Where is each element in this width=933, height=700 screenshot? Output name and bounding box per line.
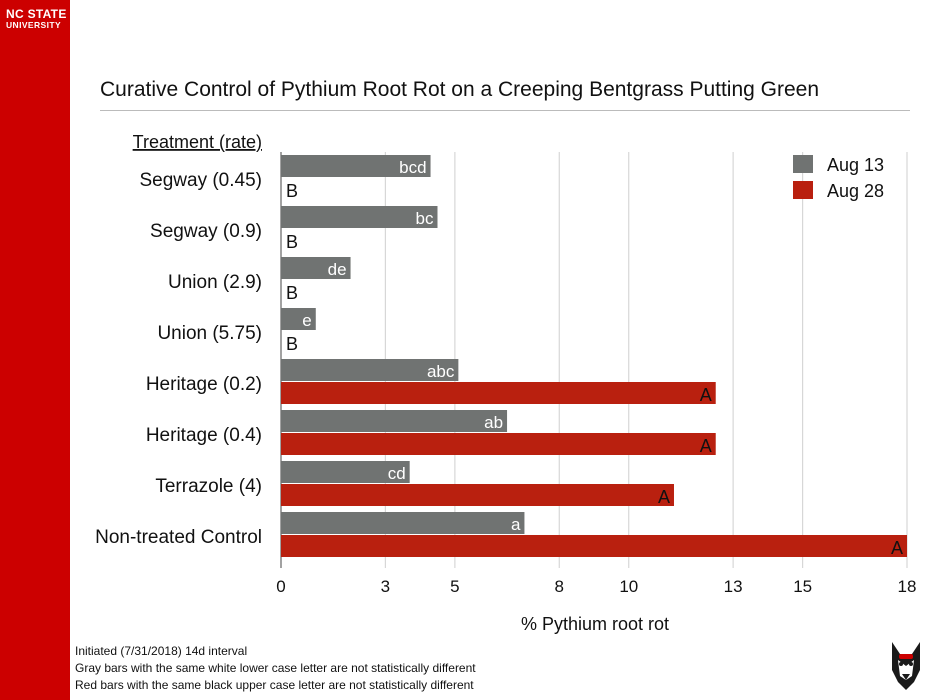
bar-label-aug-28: A: [891, 538, 903, 558]
x-tick-label: 0: [276, 577, 285, 596]
footnote-3: Red bars with the same black upper case …: [75, 678, 474, 692]
category-label: Non-treated Control: [95, 527, 262, 548]
bar-aug-13: [281, 155, 431, 177]
chart-title: Curative Control of Pythium Root Rot on …: [100, 78, 820, 101]
category-label: Union (5.75): [157, 323, 262, 344]
bar-aug-28: [281, 433, 716, 455]
category-header: Treatment (rate): [133, 132, 262, 152]
x-tick-label: 18: [898, 577, 917, 596]
legend-swatch: [793, 155, 813, 173]
category-label: Union (2.9): [168, 272, 262, 293]
bar-label-aug-28: B: [286, 283, 298, 303]
bar-aug-13: [281, 257, 351, 279]
x-tick-label: 15: [793, 577, 812, 596]
legend-label: Aug 28: [827, 181, 884, 201]
bar-label-aug-13: bc: [416, 209, 434, 228]
category-label: Heritage (0.2): [146, 374, 262, 395]
legend-swatch: [793, 181, 813, 199]
x-tick-label: 10: [619, 577, 638, 596]
category-label: Heritage (0.4): [146, 425, 262, 446]
bar-label-aug-13: cd: [388, 464, 406, 483]
bar-label-aug-13: bcd: [399, 158, 426, 177]
bar-label-aug-28: B: [286, 232, 298, 252]
bar-label-aug-13: abc: [427, 362, 455, 381]
wolf-mascot-icon: [892, 642, 920, 690]
bar-aug-13: [281, 461, 410, 483]
bar-label-aug-28: B: [286, 181, 298, 201]
x-tick-label: 13: [724, 577, 743, 596]
x-axis-label: % Pythium root rot: [521, 614, 669, 634]
nc-state-logo: NC STATE UNIVERSITY: [6, 8, 67, 30]
bar-label-aug-28: A: [700, 385, 712, 405]
bar-label-aug-28: A: [700, 436, 712, 456]
category-label: Terrazole (4): [155, 476, 262, 497]
logo-line-1: NC STATE: [6, 7, 67, 21]
category-label: Segway (0.9): [150, 221, 262, 242]
legend-label: Aug 13: [827, 155, 884, 175]
x-tick-label: 5: [450, 577, 459, 596]
bar-aug-13: [281, 206, 438, 228]
brand-sidebar: NC STATE UNIVERSITY: [0, 0, 70, 700]
footnote-2: Gray bars with the same white lower case…: [75, 661, 476, 675]
category-label: Segway (0.45): [139, 170, 262, 191]
bar-aug-28: [281, 484, 674, 506]
bar-label-aug-13: a: [511, 515, 521, 534]
x-tick-label: 3: [381, 577, 390, 596]
title-divider: [100, 110, 910, 111]
logo-line-2: UNIVERSITY: [6, 19, 62, 30]
bar-aug-13: [281, 359, 459, 381]
bar-aug-13: [281, 308, 316, 330]
bar-aug-13: [281, 512, 525, 534]
bar-label-aug-28: B: [286, 334, 298, 354]
bar-label-aug-13: ab: [484, 413, 503, 432]
bar-label-aug-28: A: [658, 487, 670, 507]
bar-aug-28: [281, 382, 716, 404]
bar-aug-28: [281, 535, 907, 557]
bar-label-aug-13: de: [328, 260, 347, 279]
footnotes: Initiated (7/31/2018) 14d interval Gray …: [75, 643, 476, 694]
bar-label-aug-13: e: [302, 311, 311, 330]
x-tick-label: 8: [554, 577, 563, 596]
footnote-1: Initiated (7/31/2018) 14d interval: [75, 644, 248, 658]
bar-aug-13: [281, 410, 508, 432]
